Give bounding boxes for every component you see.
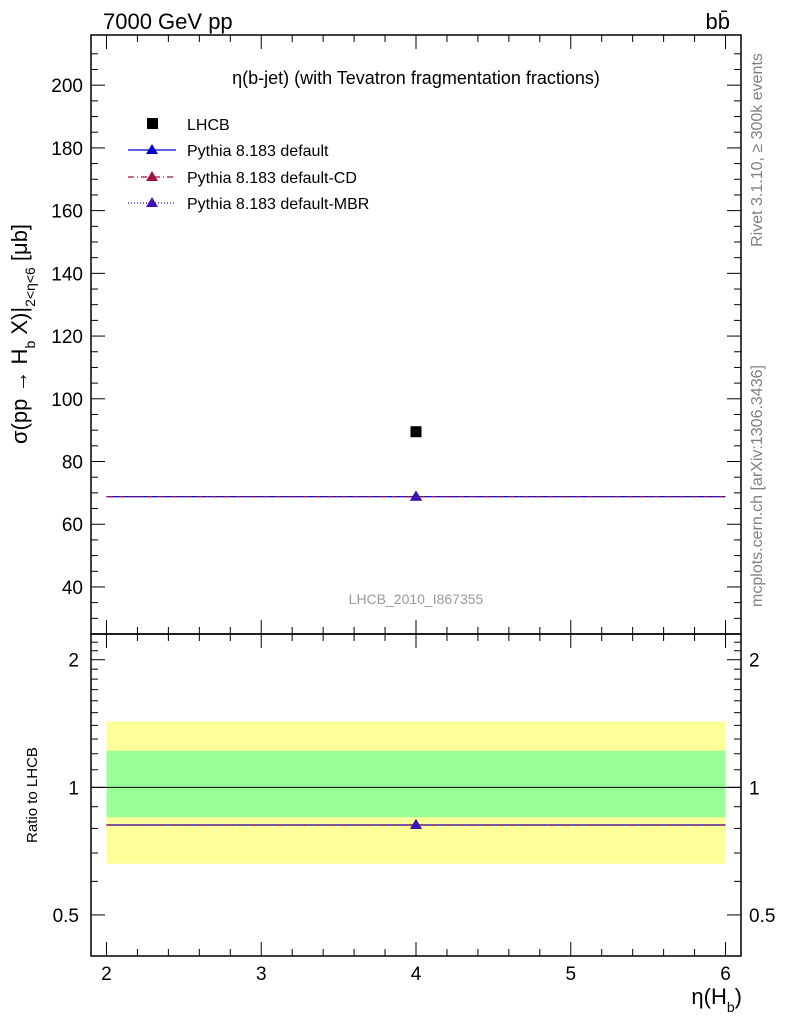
ratio-data-point [410, 818, 422, 829]
y-tick-label: 60 [62, 515, 83, 536]
main-y-axis-label: σ(pp → Hb X)|2<η<6 [μb] [7, 224, 38, 444]
y-tick-label: 40 [62, 578, 83, 599]
rivet-label: Rivet 3.1.10, ≥ 300k events [749, 53, 766, 247]
legend-entry-lhcb: LHCB [147, 117, 230, 134]
x-tick-label: 5 [565, 964, 576, 985]
main-panel: 40 60 80 100 120 140 160 180 200 η(b-jet) (with … [7, 34, 742, 635]
y-tick-label: 140 [51, 264, 83, 285]
legend-label: Pythia 8.183 default-CD [187, 170, 357, 187]
legend-marker-triangle [146, 171, 158, 181]
y-tick-label: 120 [51, 327, 83, 348]
y-tick-label-right: 1 [749, 778, 760, 799]
y-tick-label: 200 [51, 76, 83, 97]
legend-label: Pythia 8.183 default [187, 143, 329, 160]
analysis-tag: LHCB_2010_I867355 [349, 591, 484, 607]
legend-entry-pythia-default-mbr: Pythia 8.183 default-MBR [128, 196, 369, 213]
x-tick-label: 4 [411, 964, 422, 985]
legend-entry-pythia-default: Pythia 8.183 default [128, 143, 329, 160]
legend: LHCB Pythia 8.183 default Pythia 8.183 d… [128, 117, 369, 213]
x-tick-label: 3 [256, 964, 267, 985]
legend-entry-pythia-default-cd: Pythia 8.183 default-CD [128, 170, 357, 187]
y-tick-label: 100 [51, 390, 83, 411]
ratio-bands [91, 721, 741, 864]
y-tick-label-right: 2 [749, 651, 760, 672]
legend-label: Pythia 8.183 default-MBR [187, 196, 369, 213]
main-title: η(b-jet) (with Tevatron fragmentation fr… [232, 68, 600, 88]
x-tick-label: 2 [101, 964, 112, 985]
legend-marker-square [147, 118, 158, 129]
lhcb-data-point [410, 426, 422, 438]
x-axis-label: η(Hb) [691, 984, 742, 1015]
ratio-y-axis-label: Ratio to LHCB [24, 747, 41, 843]
y-tick-label-right: 0.5 [749, 906, 775, 927]
main-axis-ticks: 40 60 80 100 120 140 160 180 200 [51, 35, 741, 634]
x-tick-label: 6 [720, 964, 731, 985]
mc-data-point [410, 490, 422, 501]
legend-label: LHCB [187, 117, 230, 134]
process-label: bb̄ [706, 9, 730, 34]
y-tick-label: 2 [68, 651, 79, 672]
main-series [106, 426, 726, 501]
energy-label: 7000 GeV pp [103, 9, 233, 34]
y-tick-label: 160 [51, 202, 83, 223]
y-tick-label: 0.5 [53, 906, 79, 927]
y-tick-label: 1 [68, 778, 79, 799]
mcplots-label: mcplots.cern.ch [arXiv:1306.3436] [749, 365, 766, 607]
legend-marker-triangle [146, 197, 158, 207]
ratio-series [106, 818, 726, 829]
ratio-axis-ticks: 0.5 0.5 1 1 2 2 2 3 4 5 6 [53, 634, 775, 985]
y-tick-label: 180 [51, 139, 83, 160]
ratio-panel: 0.5 0.5 1 1 2 2 2 3 4 5 6 Ratio to LHCB η(Hb) [24, 633, 775, 1015]
y-tick-label: 80 [62, 453, 83, 474]
uncertainty-band [106, 750, 726, 818]
legend-marker-triangle [146, 144, 158, 154]
ratio-frame [90, 633, 742, 957]
